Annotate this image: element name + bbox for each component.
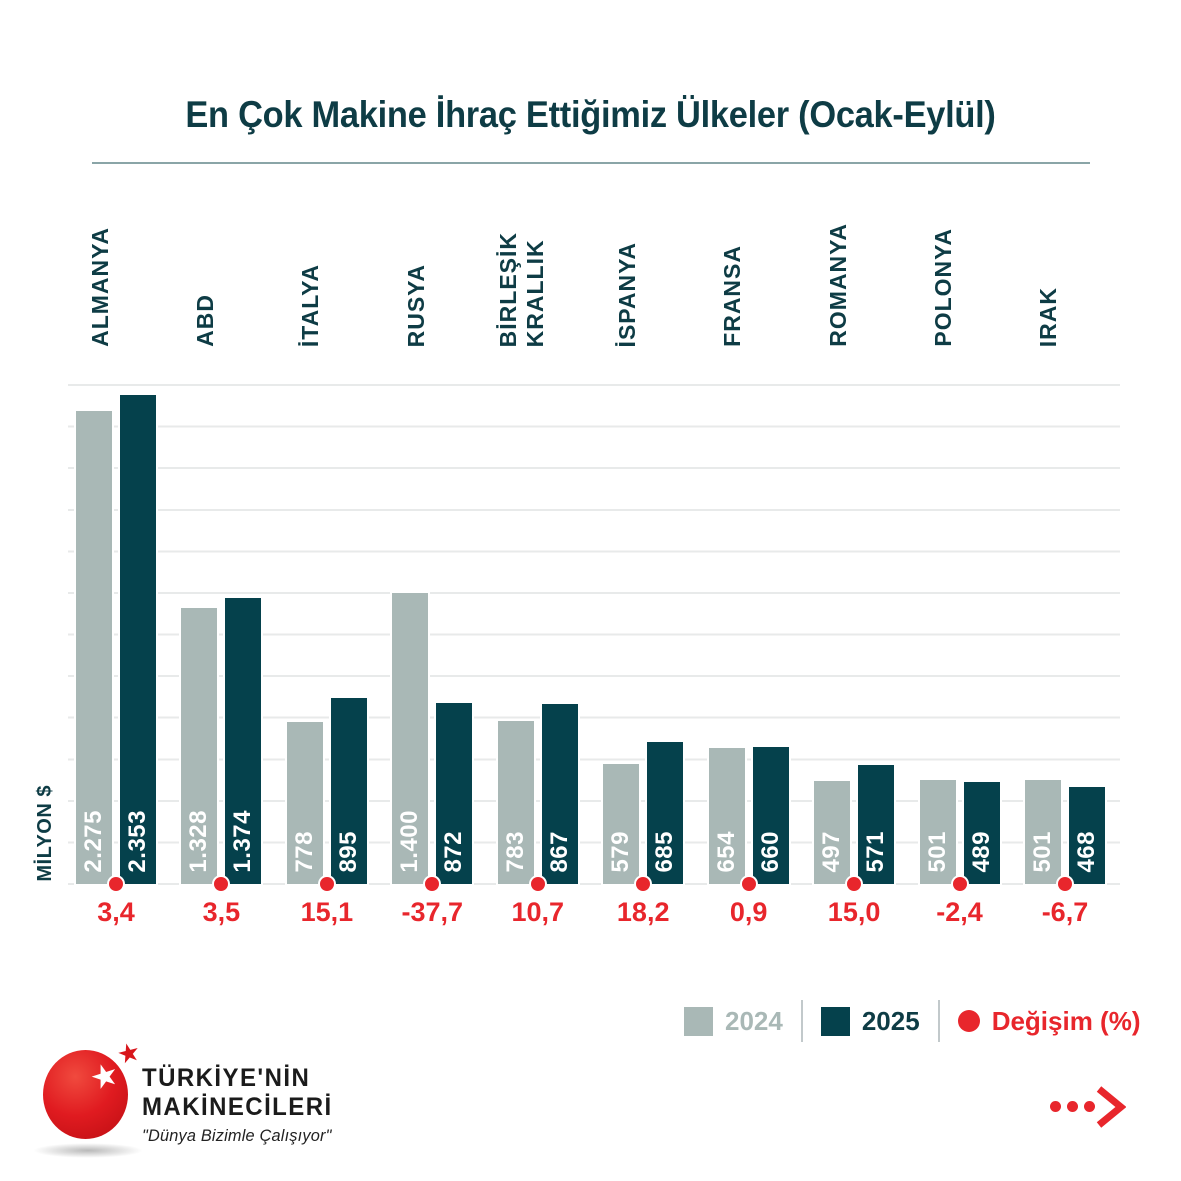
legend-swatch-2025 [820, 1006, 850, 1036]
bar-value-label: 654 [712, 831, 740, 873]
country-label-text: RUSYA [402, 263, 429, 347]
bar-value-label: 1.400 [396, 810, 424, 873]
legend-label-change: Değişim (%) [991, 1005, 1141, 1036]
legend-label-2025: 2025 [861, 1005, 920, 1036]
bar-value-label: 1.374 [229, 810, 257, 873]
logo-wordmark: TÜRKİYE'NİN MAKİNECİLERİ "Dünya Bizimle … [142, 1064, 333, 1146]
bar-value-label: 497 [818, 831, 846, 873]
bar-value-label: 895 [334, 831, 362, 873]
bar-2025: 867 [541, 704, 578, 884]
bar-value-label: 685 [651, 831, 679, 873]
bar-2025: 571 [858, 765, 895, 884]
bar-value-label: 468 [1072, 831, 1100, 873]
bar-value-label: 1.328 [185, 810, 213, 873]
bar-value-label: 489 [967, 831, 995, 873]
bar-2024: 579 [603, 764, 640, 884]
change-dot [319, 877, 334, 891]
next-slide-button[interactable] [1050, 1083, 1130, 1129]
change-dot [952, 877, 967, 891]
bar-2024: 783 [497, 721, 534, 884]
dot-icon [1050, 1101, 1061, 1112]
bar-value-label: 501 [1028, 831, 1056, 873]
change-percent-label: -37,7 [401, 897, 464, 927]
change-dot [741, 877, 756, 891]
country-label-text: FRANSA [719, 245, 746, 347]
change-dot [847, 877, 862, 891]
bar-2025: 1.374 [225, 598, 262, 884]
change-percent-label: 18,2 [616, 897, 670, 927]
country-label: IRAK [985, 200, 1113, 347]
bar-value-label: 872 [440, 831, 468, 873]
logo-shadow [33, 1143, 143, 1158]
bar-value-label: 778 [290, 831, 318, 873]
legend-divider [800, 1000, 803, 1042]
bar-2025: 685 [647, 742, 684, 884]
legend-divider [937, 1000, 940, 1042]
bar-2025: 660 [752, 747, 789, 884]
title-divider-line [92, 162, 1090, 164]
change-dot [425, 877, 440, 891]
change-percent-label: 0,9 [729, 897, 768, 927]
bar-2025: 872 [436, 703, 473, 884]
bar-2024: 778 [286, 722, 323, 884]
chevron-right-icon [1096, 1086, 1126, 1128]
bar-2025: 468 [1068, 787, 1105, 884]
legend: 2024 2025 Değişim (%) [684, 1000, 1141, 1042]
legend-swatch-2024 [684, 1006, 713, 1036]
bar-value-label: 571 [862, 831, 890, 873]
country-label-text: ALMANYA [86, 227, 113, 347]
bar-value-label: 2.353 [124, 810, 151, 873]
country-label-text: ROMANYA [824, 223, 851, 347]
country-label-text: BİRLEŞİK KRALLIK [494, 231, 548, 347]
bar-value-label: 579 [607, 831, 635, 873]
bar-2025: 2.353 [120, 395, 156, 884]
bar-2024: 654 [708, 748, 745, 884]
bar-2024: 497 [814, 781, 851, 884]
bar-2024: 1.328 [181, 608, 218, 884]
legend-label-2024: 2024 [725, 1005, 783, 1036]
bar-2025: 895 [330, 698, 367, 884]
change-percent-label: 3,4 [97, 897, 135, 927]
legend-change-dot-icon [957, 1010, 980, 1032]
bar-2024: 1.400 [392, 593, 429, 884]
change-percent-label: 15,1 [300, 897, 354, 927]
logo-tagline: "Dünya Bizimle Çalışıyor" [142, 1126, 332, 1145]
country-label-text: İSPANYA [613, 241, 640, 347]
logo-line1: TÜRKİYE'NİN [142, 1064, 311, 1092]
chart-title: En Çok Makine İhraç Ettiğimiz Ülkeler (O… [185, 94, 996, 135]
country-label-text: İTALYA [297, 263, 324, 347]
change-dot [1057, 877, 1072, 891]
bar-value-label: 501 [923, 831, 951, 873]
bar-value-label: 783 [501, 831, 529, 873]
change-percent-label: -2,4 [936, 897, 983, 927]
change-percent-label: 15,0 [827, 897, 881, 927]
y-axis-label: MİLYON $ [22, 745, 68, 882]
change-dot [636, 877, 651, 891]
dot-icon [1067, 1101, 1078, 1112]
country-label-text: IRAK [1035, 286, 1062, 347]
bar-2025: 489 [963, 782, 1000, 884]
y-axis-label-text: MİLYON $ [33, 785, 56, 882]
change-dot [109, 877, 123, 891]
bar-value-label: 2.275 [80, 810, 107, 873]
logo-red-ball [43, 1050, 128, 1139]
change-dot [214, 877, 229, 891]
change-dot [530, 877, 545, 891]
country-label-text: POLONYA [930, 228, 957, 347]
bar-2024: 501 [1024, 780, 1061, 884]
bar-2024: 2.275 [76, 411, 112, 884]
bar-value-label: 660 [756, 831, 784, 873]
country-label-text: ABD [191, 294, 218, 347]
change-percent-label: 3,5 [202, 897, 241, 927]
logo-line2: MAKİNECİLERİ [142, 1093, 333, 1121]
change-percent-label: 10,7 [511, 897, 565, 927]
bar-2024: 501 [919, 780, 956, 884]
bar-value-label: 867 [545, 831, 573, 873]
dot-icon [1084, 1101, 1095, 1112]
change-percent-label: -6,7 [1041, 897, 1089, 927]
